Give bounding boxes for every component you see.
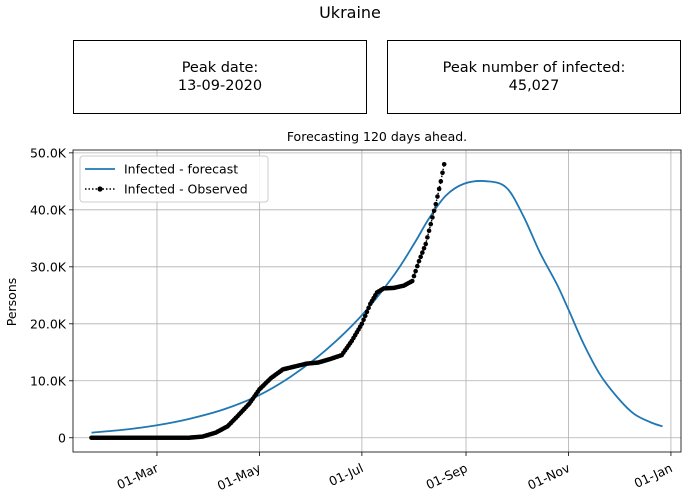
observed-point — [436, 186, 442, 192]
observed-point — [441, 161, 447, 167]
observed-point — [428, 221, 434, 227]
legend: Infected - forecast Infected - Observed — [79, 155, 269, 203]
observed-point — [433, 201, 439, 207]
peak-infected-label: Peak number of infected: — [442, 60, 626, 76]
peak-date-label: Peak date: — [181, 60, 259, 76]
x-tick-label: 01-Jan — [632, 460, 675, 491]
plot-frame — [72, 149, 682, 453]
legend-label: Infected - forecast — [124, 162, 238, 177]
observed-point — [425, 235, 430, 240]
observed-point — [418, 254, 423, 260]
observed-point — [426, 228, 432, 234]
legend-marker-observed — [97, 186, 103, 192]
observed-line — [91, 164, 445, 439]
y-tick-label: 0 — [58, 430, 66, 445]
forecast-line — [91, 180, 663, 434]
x-tick-label: 01-Mar — [114, 460, 161, 493]
x-tick-label: 01-Jul — [326, 460, 365, 489]
y-tick-label: 30.0K — [30, 259, 67, 274]
observed-point — [430, 215, 435, 220]
peak-infected-value: 45,027 — [508, 78, 560, 94]
observed-point — [362, 313, 368, 319]
observed-point — [413, 268, 418, 274]
observed-point — [431, 208, 437, 214]
legend-label: Infected - Observed — [124, 182, 248, 197]
observed-point — [421, 245, 427, 251]
observed-point — [415, 263, 420, 269]
observed-point — [420, 250, 425, 255]
series-layer — [89, 161, 663, 441]
observed-point — [423, 241, 429, 247]
observed-point — [438, 179, 444, 184]
x-tick-label: 01-Nov — [525, 460, 572, 493]
y-tick-label: 50.0K — [30, 145, 67, 160]
y-tick-label: 40.0K — [30, 202, 67, 217]
observed-point — [440, 170, 445, 176]
x-tick-label: 01-May — [215, 460, 264, 493]
peak-infected-box: Peak number of infected: 45,027 — [387, 40, 681, 114]
peak-date-box: Peak date: 13-09-2020 — [73, 40, 367, 114]
observed-point — [411, 273, 417, 279]
peak-date-value: 13-09-2020 — [177, 78, 263, 94]
observed-point — [361, 317, 366, 323]
observed-point — [409, 278, 415, 284]
observed-point — [366, 305, 371, 311]
x-tick-label: 01-Sep — [424, 460, 470, 492]
observed-point — [435, 194, 440, 199]
y-axis-label: Persons — [4, 278, 19, 327]
observed-point — [416, 258, 422, 264]
observed-point — [359, 321, 365, 327]
figure-title: Ukraine — [319, 3, 381, 22]
y-tick-label: 20.0K — [30, 316, 67, 331]
legend-box — [79, 155, 269, 203]
observed-point — [364, 309, 370, 315]
y-tick-label: 10.0K — [30, 373, 67, 388]
chart-title: Forecasting 120 days ahead. — [287, 129, 467, 144]
